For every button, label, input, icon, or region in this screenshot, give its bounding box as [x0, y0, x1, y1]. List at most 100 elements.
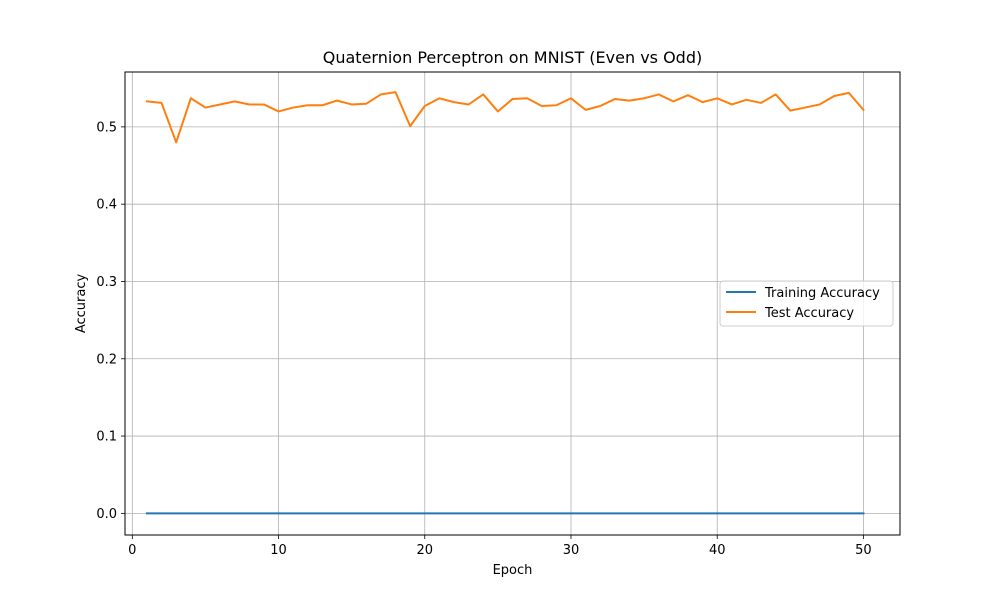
data-point-training-accuracy	[731, 512, 733, 514]
x-tick-label: 50	[855, 543, 872, 558]
data-point-training-accuracy	[570, 512, 572, 514]
data-point-training-accuracy	[584, 512, 586, 514]
data-point-training-accuracy	[511, 512, 513, 514]
data-point-test-accuracy	[336, 99, 338, 101]
data-point-training-accuracy	[789, 512, 791, 514]
data-point-test-accuracy	[424, 105, 426, 107]
data-point-test-accuracy	[409, 125, 411, 127]
data-point-training-accuracy	[628, 512, 630, 514]
data-point-test-accuracy	[701, 101, 703, 103]
data-point-training-accuracy	[643, 512, 645, 514]
data-point-training-accuracy	[497, 512, 499, 514]
data-point-training-accuracy	[599, 512, 601, 514]
data-point-test-accuracy	[599, 105, 601, 107]
plot-area-frame	[124, 71, 901, 536]
data-point-training-accuracy	[380, 512, 382, 514]
data-point-training-accuracy	[614, 512, 616, 514]
data-point-training-accuracy	[716, 512, 718, 514]
data-point-training-accuracy	[424, 512, 426, 514]
data-point-test-accuracy	[146, 100, 148, 102]
y-tick-label: 0.4	[96, 198, 117, 213]
data-point-test-accuracy	[380, 93, 382, 95]
data-point-test-accuracy	[497, 110, 499, 112]
data-point-test-accuracy	[745, 99, 747, 101]
data-point-training-accuracy	[467, 512, 469, 514]
data-point-training-accuracy	[233, 512, 235, 514]
data-point-training-accuracy	[745, 512, 747, 514]
y-axis-ticks: 0.0 0.1 0.2 0.3 0.4 0.5	[96, 120, 125, 522]
data-point-test-accuracy	[277, 110, 279, 112]
data-point-test-accuracy	[511, 98, 513, 100]
data-point-test-accuracy	[526, 97, 528, 99]
x-tick-label: 30	[563, 543, 580, 558]
data-point-test-accuracy	[570, 97, 572, 99]
data-point-test-accuracy	[687, 94, 689, 96]
data-point-training-accuracy	[146, 512, 148, 514]
data-point-training-accuracy	[190, 512, 192, 514]
data-point-test-accuracy	[233, 100, 235, 102]
y-axis-label: Accuracy	[74, 274, 89, 334]
legend-label-training: Training Accuracy	[764, 286, 880, 301]
data-point-training-accuracy	[321, 512, 323, 514]
y-tick-label: 0.3	[96, 275, 117, 290]
data-point-training-accuracy	[394, 512, 396, 514]
data-point-training-accuracy	[438, 512, 440, 514]
data-point-training-accuracy	[804, 512, 806, 514]
data-point-training-accuracy	[672, 512, 674, 514]
data-point-test-accuracy	[775, 93, 777, 95]
data-point-training-accuracy	[526, 512, 528, 514]
legend: Training Accuracy Test Accuracy	[719, 280, 894, 327]
plot-lines	[145, 91, 865, 515]
data-point-training-accuracy	[307, 512, 309, 514]
data-point-training-accuracy	[365, 512, 367, 514]
data-point-test-accuracy	[643, 97, 645, 99]
data-point-training-accuracy	[336, 512, 338, 514]
data-point-training-accuracy	[292, 512, 294, 514]
data-point-test-accuracy	[818, 103, 820, 105]
chart-title: Quaternion Perceptron on MNIST (Even vs …	[323, 48, 702, 67]
data-point-training-accuracy	[848, 512, 850, 514]
data-point-test-accuracy	[350, 103, 352, 105]
data-point-test-accuracy	[307, 104, 309, 106]
data-point-test-accuracy	[204, 106, 206, 108]
data-point-test-accuracy	[672, 100, 674, 102]
data-point-test-accuracy	[731, 103, 733, 105]
data-point-training-accuracy	[160, 512, 162, 514]
data-point-test-accuracy	[614, 98, 616, 100]
x-tick-label: 10	[270, 543, 287, 558]
data-point-test-accuracy	[321, 104, 323, 106]
data-point-training-accuracy	[204, 512, 206, 514]
data-point-test-accuracy	[219, 103, 221, 105]
x-axis-ticks: 0 10 20 30 40 50	[128, 535, 872, 558]
data-point-training-accuracy	[555, 512, 557, 514]
x-tick-label: 20	[416, 543, 433, 558]
data-point-test-accuracy	[628, 99, 630, 101]
data-point-test-accuracy	[789, 109, 791, 111]
data-point-test-accuracy	[365, 102, 367, 104]
data-point-training-accuracy	[862, 512, 864, 514]
data-point-training-accuracy	[701, 512, 703, 514]
data-point-training-accuracy	[263, 512, 265, 514]
data-point-training-accuracy	[219, 512, 221, 514]
x-tick-label: 0	[128, 543, 136, 558]
data-point-training-accuracy	[760, 512, 762, 514]
data-point-test-accuracy	[248, 103, 250, 105]
data-point-training-accuracy	[409, 512, 411, 514]
data-point-test-accuracy	[263, 103, 265, 105]
data-point-training-accuracy	[482, 512, 484, 514]
data-point-test-accuracy	[716, 97, 718, 99]
data-point-test-accuracy	[541, 105, 543, 107]
legend-label-test: Test Accuracy	[764, 306, 854, 321]
data-point-test-accuracy	[555, 104, 557, 106]
y-tick-label: 0.2	[96, 352, 117, 367]
legend-box	[719, 280, 894, 327]
data-point-test-accuracy	[862, 109, 864, 111]
series-line-test-accuracy	[145, 91, 865, 144]
data-point-test-accuracy	[482, 93, 484, 95]
data-point-training-accuracy	[277, 512, 279, 514]
x-tick-label: 40	[709, 543, 726, 558]
data-point-test-accuracy	[658, 93, 660, 95]
data-point-test-accuracy	[760, 102, 762, 104]
data-point-test-accuracy	[190, 97, 192, 99]
